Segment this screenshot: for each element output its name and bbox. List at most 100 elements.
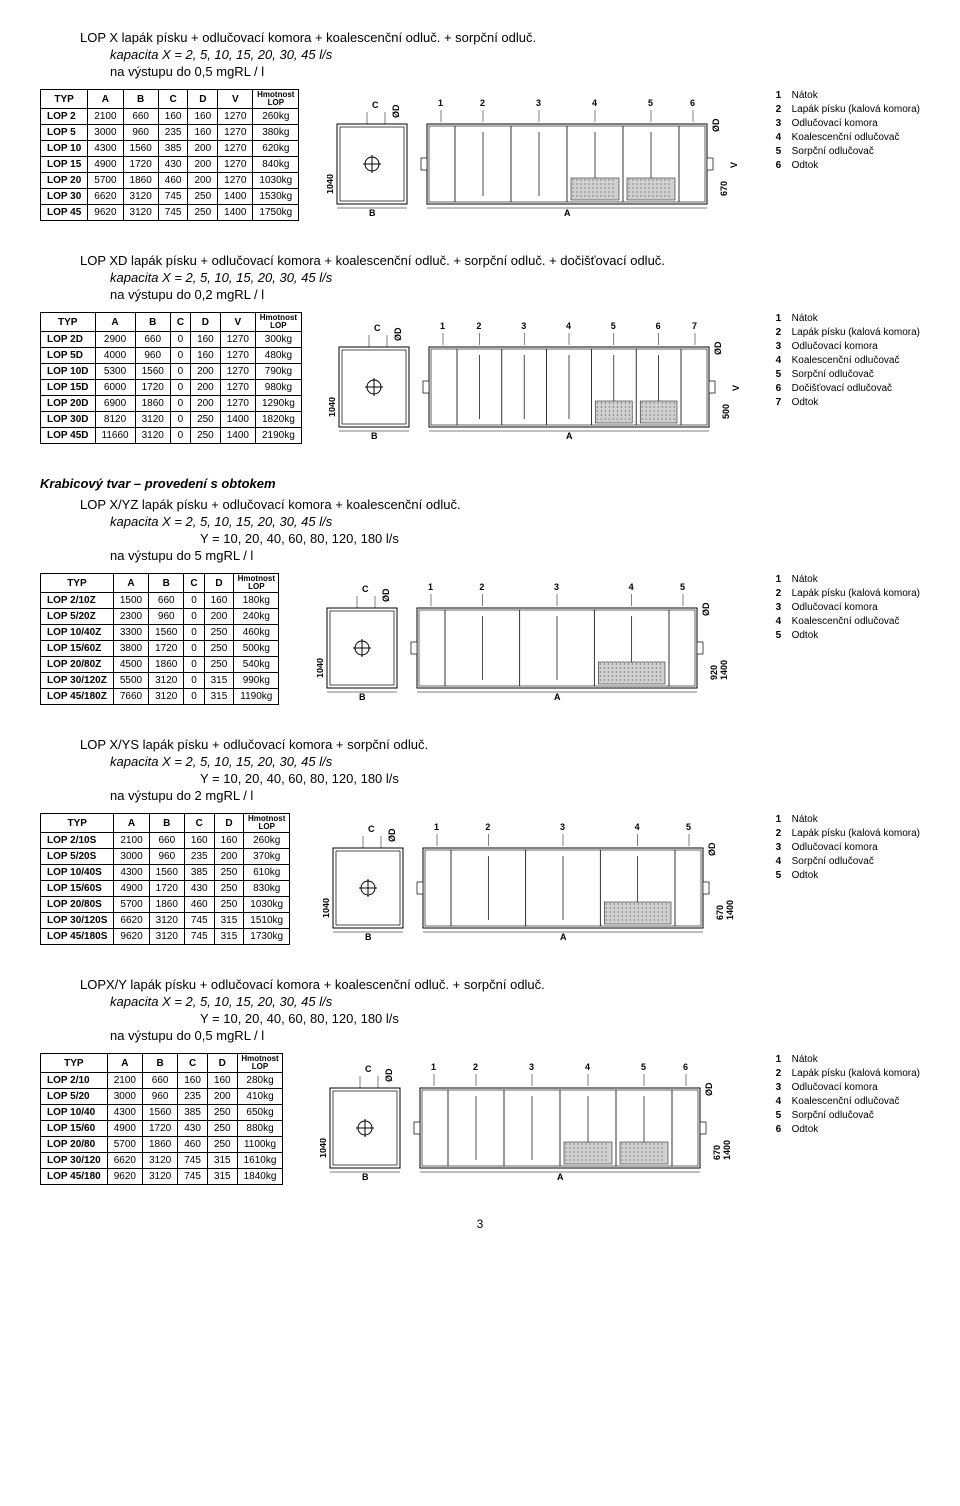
legend-item: 4Koalescenční odlučovač [776,354,920,368]
table-cell: 1840kg [237,1169,283,1185]
table-cell: 200 [207,1089,237,1105]
table-cell: 1270 [220,380,255,396]
legend-text: Odlučovací komora [792,340,878,354]
table-cell: 9620 [114,929,149,945]
legend-number: 4 [776,855,788,869]
table-row: LOP 2D290066001601270300kg [41,332,302,348]
table-header-cell: HmotnostLOP [234,574,279,593]
data-table: TYPABCDHmotnostLOPLOP 2/10S2100660160160… [40,813,290,945]
table-header-cell: V [220,313,255,332]
legend-item: 4Koalescenční odlučovač [776,1095,920,1109]
table-cell: 260kg [244,833,290,849]
table-cell: LOP 15 [41,157,88,173]
table-cell: 300kg [256,332,302,348]
svg-text:7: 7 [692,321,697,331]
svg-text:1400: 1400 [722,1140,732,1160]
table-cell: 315 [214,913,244,929]
section-title: LOP XD lapák písku + odlučovací komora +… [40,253,920,268]
table-cell: 745 [158,205,188,221]
legend-number: 3 [776,117,788,131]
legend-item: 2Lapák písku (kalová komora) [776,103,920,117]
legend-item: 3Odlučovací komora [776,1081,920,1095]
table-header-row: TYPABCDVHmotnostLOP [41,313,302,332]
table-row: LOP 530009602351601270380kg [41,125,299,141]
table-header-cell: TYP [41,814,114,833]
section-kapacita: kapacita X = 2, 5, 10, 15, 20, 30, 45 l/… [40,994,920,1009]
svg-text:5: 5 [611,321,616,331]
legend-item: 5Sorpční odlučovač [776,145,920,159]
svg-text:A: A [566,431,573,441]
table-header-cell: C [170,313,190,332]
table-cell: 3000 [114,849,149,865]
legend-item: 6Dočišťovací odlučovač [776,382,920,396]
table-cell: 385 [158,141,188,157]
legend-number: 4 [776,1095,788,1109]
svg-text:1040: 1040 [327,174,335,194]
legend-number: 1 [776,1053,788,1067]
table-cell: LOP 45/180 [41,1169,108,1185]
svg-text:1: 1 [438,98,443,108]
diagram-container: CØDB1040123456ØDA670V [317,89,757,229]
data-table: TYPABCDHmotnostLOPLOP 2/10Z1500660016018… [40,573,279,705]
table-cell: 1860 [135,396,170,412]
svg-text:V: V [729,162,739,168]
table-cell: LOP 5 [41,125,88,141]
table-cell: 1290kg [256,396,302,412]
legend-item: 4Koalescenční odlučovač [776,131,920,145]
legend-item: 5Sorpční odlučovač [776,1109,920,1123]
table-cell: 1860 [149,897,184,913]
table-cell: 610kg [244,865,290,881]
section-kapacita: kapacita X = 2, 5, 10, 15, 20, 30, 45 l/… [40,47,920,62]
svg-text:5: 5 [641,1062,646,1072]
table-cell: 460 [184,897,214,913]
svg-text:500: 500 [721,404,731,419]
table-header-cell: A [88,90,123,109]
legend-text: Odtok [792,629,819,643]
svg-text:6: 6 [690,98,695,108]
svg-text:C: C [372,100,379,110]
section-row: TYPABCDHmotnostLOPLOP 2/10Z1500660016018… [40,573,920,713]
table-cell: 200 [191,380,221,396]
table-cell: 980kg [256,380,302,396]
section: LOP X lapák písku + odlučovací komora + … [40,30,920,229]
table-row: LOP 20/80S570018604602501030kg [41,897,290,913]
section: LOP X/YS lapák písku + odlučovací komora… [40,737,920,953]
table-cell: 250 [204,641,234,657]
svg-text:1040: 1040 [329,397,337,417]
legend-text: Sorpční odlučovač [792,145,874,159]
data-table: TYPABCDHmotnostLOPLOP 2/1021006601601602… [40,1053,283,1185]
table-header-cell: C [184,814,214,833]
legend-number: 4 [776,354,788,368]
legend-item: 4Koalescenční odlučovač [776,615,920,629]
section-y: Y = 10, 20, 40, 60, 80, 120, 180 l/s [40,1011,920,1026]
table-header-cell: A [113,574,148,593]
table-cell: LOP 45D [41,428,96,444]
table-cell: 830kg [244,881,290,897]
table-cell: 0 [170,364,190,380]
svg-text:1040: 1040 [320,1138,328,1158]
legend-text: Lapák písku (kalová komora) [792,326,920,340]
table-cell: 2300 [113,609,148,625]
table-cell: LOP 20 [41,173,88,189]
table-cell: 1860 [143,1137,178,1153]
legend: 1Nátok2Lapák písku (kalová komora)3Odluč… [776,813,920,883]
table-cell: 9620 [88,205,123,221]
table-cell: LOP 30D [41,412,96,428]
table-cell: 745 [178,1153,208,1169]
legend-text: Sorpční odlučovač [792,368,874,382]
legend-text: Nátok [792,312,818,326]
table-cell: 0 [170,380,190,396]
data-table: TYPABCDVHmotnostLOPLOP 22100660160160127… [40,89,299,221]
table-row: LOP 15490017204302001270840kg [41,157,299,173]
table-cell: 1270 [218,173,253,189]
legend-number: 6 [776,159,788,173]
table-cell: 6620 [107,1153,142,1169]
legend-number: 3 [776,601,788,615]
table-cell: 1400 [220,412,255,428]
table-cell: 250 [188,189,218,205]
table-cell: LOP 15/60S [41,881,114,897]
table-row: LOP 221006601601601270260kg [41,109,299,125]
table-header-cell: HmotnostLOP [237,1054,283,1073]
table-cell: 960 [149,849,184,865]
table-header-cell: D [191,313,221,332]
